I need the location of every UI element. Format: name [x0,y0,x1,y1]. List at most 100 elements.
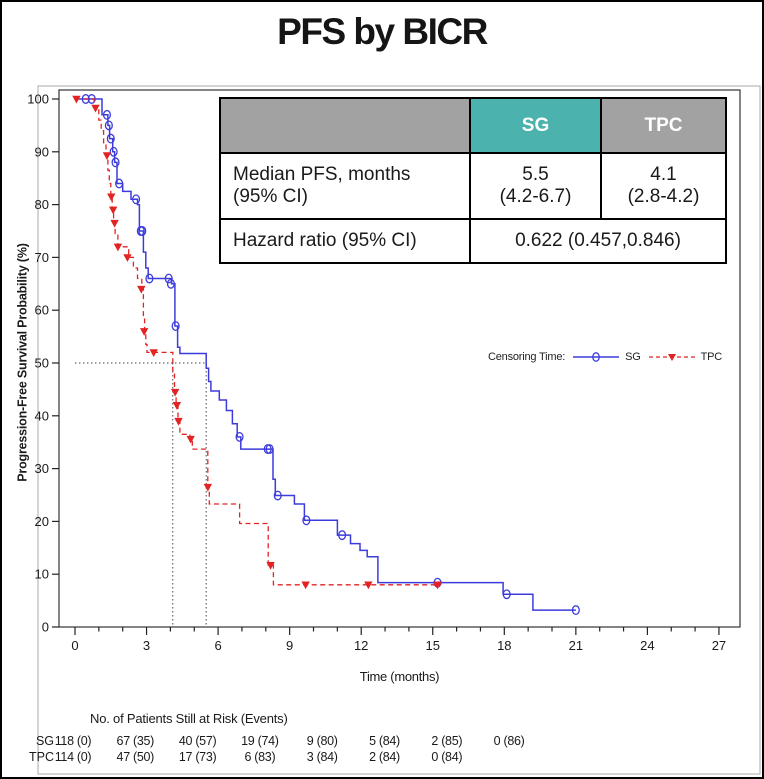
censor-triangle-icon [301,581,310,590]
x-tick-label: 6 [214,638,221,653]
sg-line-sample-icon [573,352,620,362]
censor-triangle-icon [91,104,100,113]
x-tick-label: 15 [426,638,440,653]
censor-circle-icon [109,146,118,157]
risk-value: 17 (73) [178,750,217,764]
x-tick-label: 9 [286,638,293,653]
risk-value: 3 (84) [306,750,338,764]
censor-triangle-icon [102,152,112,160]
censor-triangle-icon [110,219,119,228]
risk-value: 6 (83) [244,750,276,764]
median-pfs-label: Median PFS, months (95% CI) [219,152,471,220]
censor-triangle-icon [186,435,195,444]
x-tick-label: 27 [712,638,726,653]
x-tick-label: 0 [71,638,78,653]
censor-circle-icon [132,194,141,205]
censor-circle-icon [166,278,175,289]
censor-circle-icon [502,589,511,600]
y-tick-label: 20 [35,514,49,529]
censor-circle-icon [111,157,120,168]
y-tick-label: 70 [35,250,49,265]
hazard-ratio-value: 0.622 (0.457,0.846) [469,218,727,264]
censor-triangle-icon [137,285,146,294]
x-tick-label: 24 [640,638,654,653]
censor-triangle-icon [170,388,180,397]
censor-circle-icon [106,133,115,144]
y-tick-label: 100 [27,92,49,107]
risk-row-label-tpc: TPC [29,750,54,764]
y-tick-label: 10 [35,567,49,582]
hazard-ratio-label: Hazard ratio (95% CI) [219,218,471,264]
censor-circle-icon [571,605,580,616]
risk-value: 67 (35) [116,734,155,748]
risk-value: 40 (57) [178,734,217,748]
y-tick-label: 30 [35,461,49,476]
stats-table: SG TPC Median PFS, months (95% CI) 5.5 (… [219,97,727,264]
censor-triangle-icon [72,95,81,104]
x-tick-label: 12 [354,638,368,653]
censor-circle-icon [171,321,180,331]
risk-value: 2 (84) [369,750,400,764]
risk-value: 47 (50) [116,750,155,764]
y-tick-label: 60 [35,303,49,318]
censor-triangle-icon [266,562,275,570]
x-tick-label: 18 [497,638,511,653]
censor-triangle-icon [123,254,132,262]
censor-circle-icon [265,444,274,455]
risk-value: 5 (84) [369,734,400,748]
censor-circle-icon [338,530,347,541]
censor-triangle-icon [174,417,183,426]
sg-curve [75,98,576,611]
x-tick-label: 3 [143,638,150,653]
risk-row-label-sg: SG [35,734,54,748]
y-tick-label: 50 [35,356,49,371]
legend-label-sg: SG [625,351,641,363]
censor-triangle-icon [149,349,158,357]
censor-circle-icon [164,273,173,284]
legend-item-tpc: TPC [648,350,722,364]
y-tick-label: 40 [35,408,49,423]
stats-header-tpc: TPC [600,97,727,154]
median-pfs-tpc-value: 4.1 (2.8-4.2) [600,152,727,220]
censor-triangle-icon [172,402,182,410]
y-axis-title: Progression-Free Survival Probability (%… [15,243,30,482]
risk-value: 2 (85) [431,734,463,748]
censor-triangle-icon [113,243,123,252]
censor-circle-icon [104,120,113,131]
x-tick-label: 21 [569,638,583,653]
censor-circle-icon [115,178,124,189]
tpc-line-sample-icon [648,354,695,361]
censor-circle-icon [235,431,244,442]
censor-circle-icon [273,490,282,501]
legend-item-sg: SG [572,350,641,364]
censor-circle-icon [145,273,154,284]
y-tick-label: 80 [35,197,49,212]
censor-circle-icon [138,226,147,236]
risk-value: 19 (74) [241,734,279,748]
legend-title: Censoring Time: [488,351,566,363]
censor-circle-icon [102,109,112,120]
censor-triangle-icon [108,206,118,215]
stats-header-sg: SG [469,97,602,154]
figure-border [37,85,761,775]
risk-value: 118 (0) [54,734,92,748]
tpc-censor-marks [72,95,442,590]
risk-value: 0 (86) [493,734,525,748]
stats-header-empty [219,97,471,154]
plot-frame [58,89,741,628]
censor-triangle-icon [364,581,373,590]
censor-triangle-icon [203,483,213,492]
risk-table-title: No. of Patients Still at Risk (Events) [90,711,288,726]
median-pfs-sg-value: 5.5 (4.2-6.7) [469,152,602,220]
censor-triangle-icon [139,328,149,336]
legend: Censoring Time: SG TPC [488,350,722,364]
risk-value: 9 (80) [306,734,338,748]
risk-value: 0 (84) [431,750,463,764]
x-axis-title: Time (months) [359,669,440,684]
page-title: PFS by BICR [277,11,488,52]
risk-value: 114 (0) [54,750,92,764]
censor-triangle-icon [107,193,116,202]
censor-circle-icon [81,94,90,104]
